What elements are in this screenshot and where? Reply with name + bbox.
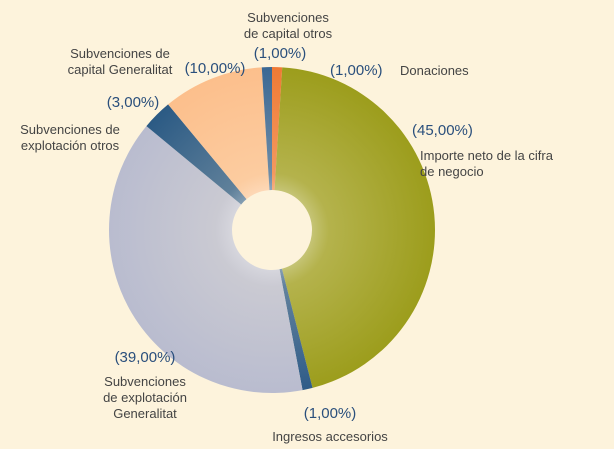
slice <box>261 67 272 191</box>
slice <box>274 67 435 388</box>
category-label: Ingresos accesorios <box>272 429 388 444</box>
slice <box>146 104 247 205</box>
value-label: (45,00%) <box>412 122 473 139</box>
value-label: (1,00%) <box>304 405 357 422</box>
category-label: Subvenciones de explotación otros <box>20 122 120 153</box>
slice <box>168 67 270 200</box>
slice <box>279 268 313 391</box>
slice <box>109 126 303 394</box>
category-label: Importe neto de la cifra de negocio <box>420 148 554 179</box>
category-label: Subvenciones de capital Generalitat <box>68 46 173 77</box>
category-label: Donaciones <box>400 63 469 78</box>
category-label: Subvenciones de explotación Generalitat <box>103 374 187 421</box>
value-label: (1,00%) <box>254 45 307 62</box>
value-label: (10,00%) <box>185 60 246 77</box>
value-label: (3,00%) <box>107 94 160 111</box>
category-label: Subvenciones de capital otros <box>244 10 333 41</box>
value-label: (1,00%) <box>330 62 383 79</box>
value-label: (39,00%) <box>115 349 176 366</box>
slice <box>272 67 283 191</box>
